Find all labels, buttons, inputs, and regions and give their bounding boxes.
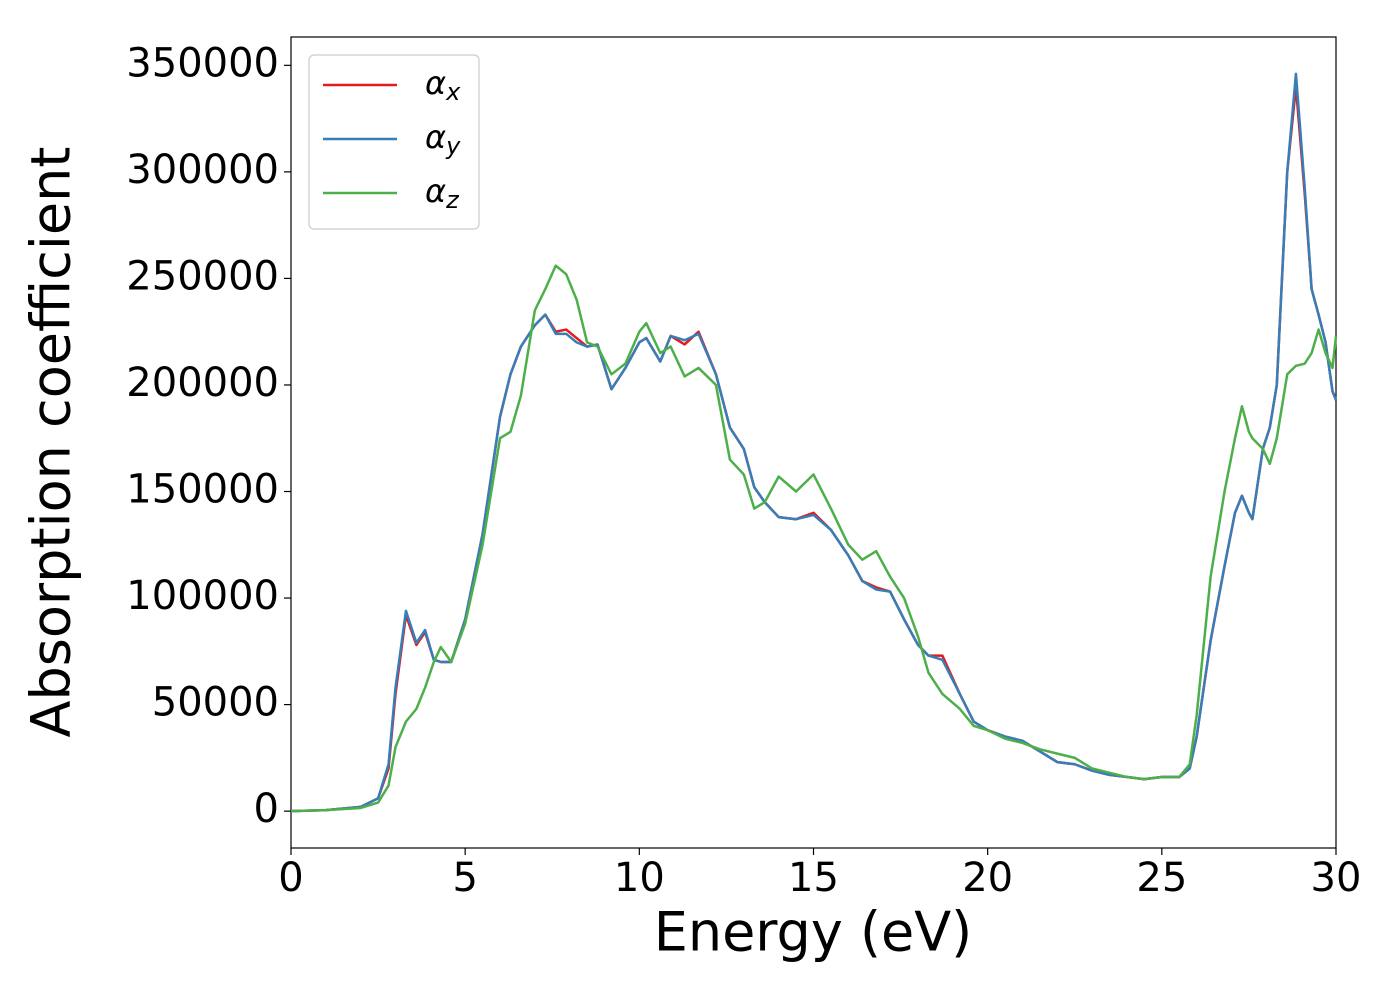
x-tick-label: 30 — [1311, 855, 1362, 901]
y-axis-label: Absorption coefficient — [20, 147, 83, 738]
x-tick-label: 20 — [962, 855, 1013, 901]
x-tick-label: 0 — [278, 855, 303, 901]
line-series — [290, 264, 1338, 813]
legend-box — [308, 54, 480, 230]
legend-label: αz — [425, 172, 460, 214]
x-tick-label: 15 — [788, 855, 839, 901]
y-tick-label: 50000 — [152, 680, 279, 726]
x-tick-label: 5 — [452, 855, 477, 901]
y-tick-label: 350000 — [126, 40, 279, 86]
x-tick-label: 25 — [1136, 855, 1187, 901]
y-tick-label: 300000 — [126, 147, 279, 193]
y-tick-label: 0 — [254, 786, 279, 832]
y-tick-label: 100000 — [126, 573, 279, 619]
y-tick-label: 250000 — [126, 253, 279, 299]
line-series — [290, 72, 1338, 813]
y-tick-label: 150000 — [126, 467, 279, 513]
y-tick-label: 200000 — [126, 360, 279, 406]
x-tick-label: 10 — [614, 855, 665, 901]
x-axis-label: Energy (eV) — [654, 901, 973, 964]
